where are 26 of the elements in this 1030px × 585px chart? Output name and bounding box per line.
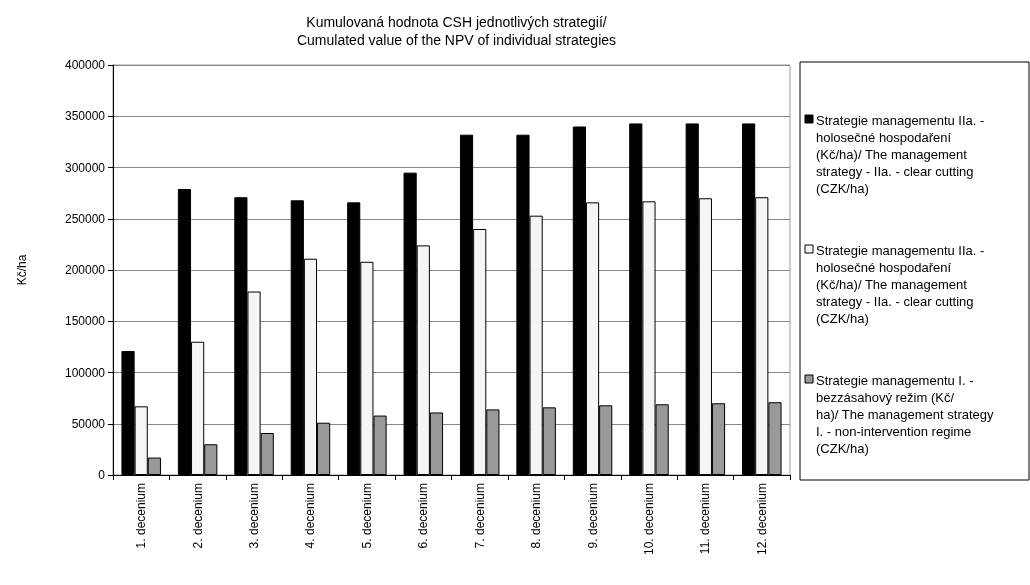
legend-label: Strategie managementu IIa. - holosečné hospodaření (Kč/ha)/ The management strategy - IIa. - clear cutting (CZK/ha) bbox=[816, 243, 988, 326]
legend-label: Strategie managementu I. - bezzásahový režim (Kč/ha)/ The management strategy I. - non-intervention regime (CZK/ha) bbox=[816, 373, 998, 456]
x-tick-label: 7. decenium bbox=[472, 483, 487, 549]
x-tick-label: 2. decenium bbox=[190, 483, 205, 549]
y-tick-label: 350000 bbox=[64, 109, 106, 124]
x-tick-label: 10. decenium bbox=[641, 483, 656, 556]
y-tick-label: 150000 bbox=[64, 314, 106, 329]
x-tick-label: 1. decenium bbox=[134, 483, 149, 549]
y-tick-label: 100000 bbox=[64, 365, 106, 380]
legend-label: Strategie managementu IIa. - holosečné hospodaření (Kč/ha)/ The management strategy - IIa. - clear cutting (CZK/ha) bbox=[816, 113, 988, 196]
x-tick-label: 9. decenium bbox=[585, 483, 600, 549]
chart-title: Kumulovaná hodnota CSH jednotlivých strategií/ Cumulated value of the NPV of individual strategies bbox=[296, 14, 617, 48]
x-tick-label: 4. decenium bbox=[303, 483, 318, 549]
x-tick-label: 8. decenium bbox=[529, 483, 544, 549]
y-tick-label: 50000 bbox=[71, 416, 106, 431]
x-tick-label: 5. decenium bbox=[359, 483, 374, 549]
x-tick-label: 3. decenium bbox=[247, 483, 262, 549]
x-tick-label: 6. decenium bbox=[416, 483, 431, 549]
y-axis-title: Kč/ha bbox=[15, 254, 29, 286]
y-tick-label: 0 bbox=[98, 468, 106, 482]
y-tick-label: 300000 bbox=[64, 160, 106, 175]
x-tick-label: 12. decenium bbox=[754, 483, 769, 556]
x-tick-label: 11. decenium bbox=[698, 483, 713, 555]
y-tick-label: 250000 bbox=[64, 211, 106, 226]
y-tick-label: 200000 bbox=[64, 263, 106, 277]
y-tick-label: 400000 bbox=[64, 58, 106, 72]
